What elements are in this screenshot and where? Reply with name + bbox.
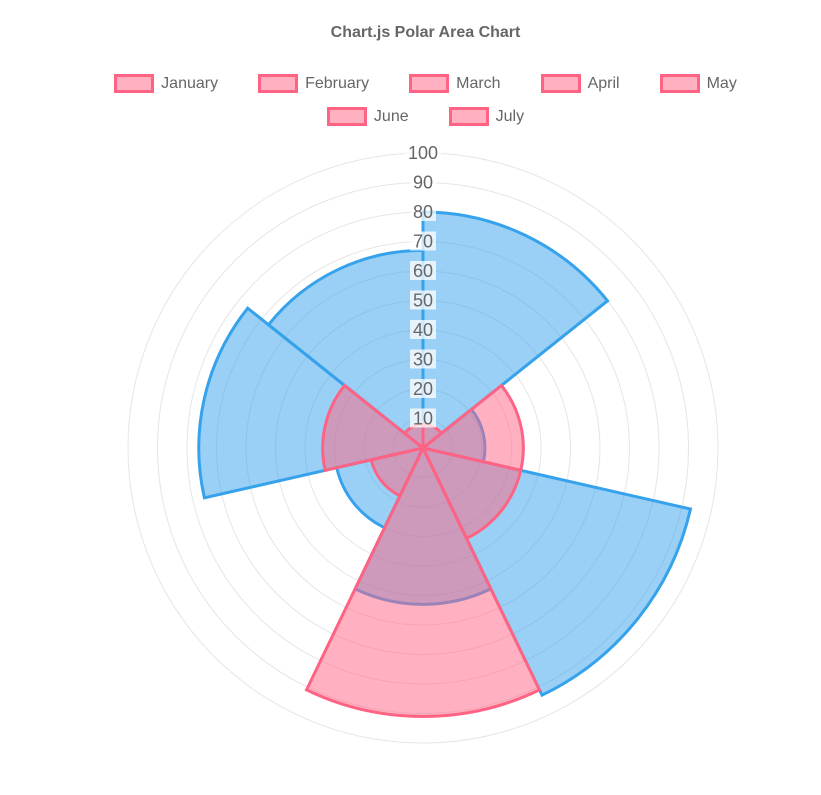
legend-item-january[interactable]: January — [114, 74, 218, 93]
legend-item-july[interactable]: July — [448, 107, 525, 126]
radial-tick-label: 30 — [413, 350, 433, 370]
slice-march-pink-dataset[interactable] — [420, 445, 523, 541]
tick-backdrop — [410, 231, 436, 251]
legend-label: March — [456, 74, 501, 92]
legend-label: June — [373, 107, 409, 125]
legend-color-box — [659, 74, 700, 93]
tick-backdrop — [410, 290, 436, 310]
radial-tick-label: 60 — [413, 261, 433, 281]
radial-tick-label: 40 — [413, 320, 433, 340]
radial-tick-label: 70 — [413, 232, 433, 252]
legend-row-1: January February March April May — [15, 67, 821, 100]
legend-label: May — [706, 74, 737, 92]
legend-label: February — [305, 74, 370, 92]
legend-color-box — [114, 74, 155, 93]
legend-color-box — [448, 107, 489, 126]
legend-item-may[interactable]: May — [659, 74, 737, 93]
radial-tick-label: 80 — [413, 202, 433, 222]
legend-label: July — [495, 107, 525, 125]
radial-tick-label: 50 — [413, 291, 433, 311]
legend-item-march[interactable]: March — [409, 74, 501, 93]
legend-color-box — [409, 74, 450, 93]
legend-label: January — [161, 74, 219, 92]
radial-tick-label: 90 — [413, 173, 433, 193]
legend-color-box — [540, 74, 581, 93]
radial-tick-label: 100 — [408, 143, 438, 163]
tick-backdrop — [410, 408, 436, 428]
radial-tick-label: 10 — [413, 409, 433, 429]
tick-backdrop — [410, 261, 436, 280]
legend-label: April — [587, 74, 620, 92]
slice-april-pink-dataset[interactable] — [304, 444, 542, 718]
tick-backdrop — [410, 202, 436, 221]
slice-february-pink-dataset[interactable] — [419, 383, 525, 473]
tick-backdrop — [410, 320, 436, 339]
legend-item-april[interactable]: April — [540, 74, 620, 93]
legend-item-june[interactable]: June — [326, 107, 409, 126]
tick-backdrop — [405, 143, 441, 162]
slice-june-pink-dataset[interactable] — [321, 383, 427, 473]
chart-title: Chart.js Polar Area Chart — [330, 24, 521, 41]
tick-backdrop — [410, 172, 436, 192]
slice-july-blue-dataset[interactable] — [266, 248, 425, 452]
slice-january-blue-dataset[interactable] — [421, 210, 610, 452]
radial-tick-label: 20 — [413, 379, 433, 399]
legend-color-box — [326, 107, 367, 126]
legend-item-february[interactable]: February — [258, 74, 369, 93]
tick-backdrop — [410, 379, 436, 398]
legend-color-box — [258, 74, 299, 93]
legend-row-2: June July — [15, 100, 821, 133]
tick-backdrop — [410, 349, 436, 369]
legend: January February March April May June July — [15, 67, 821, 133]
